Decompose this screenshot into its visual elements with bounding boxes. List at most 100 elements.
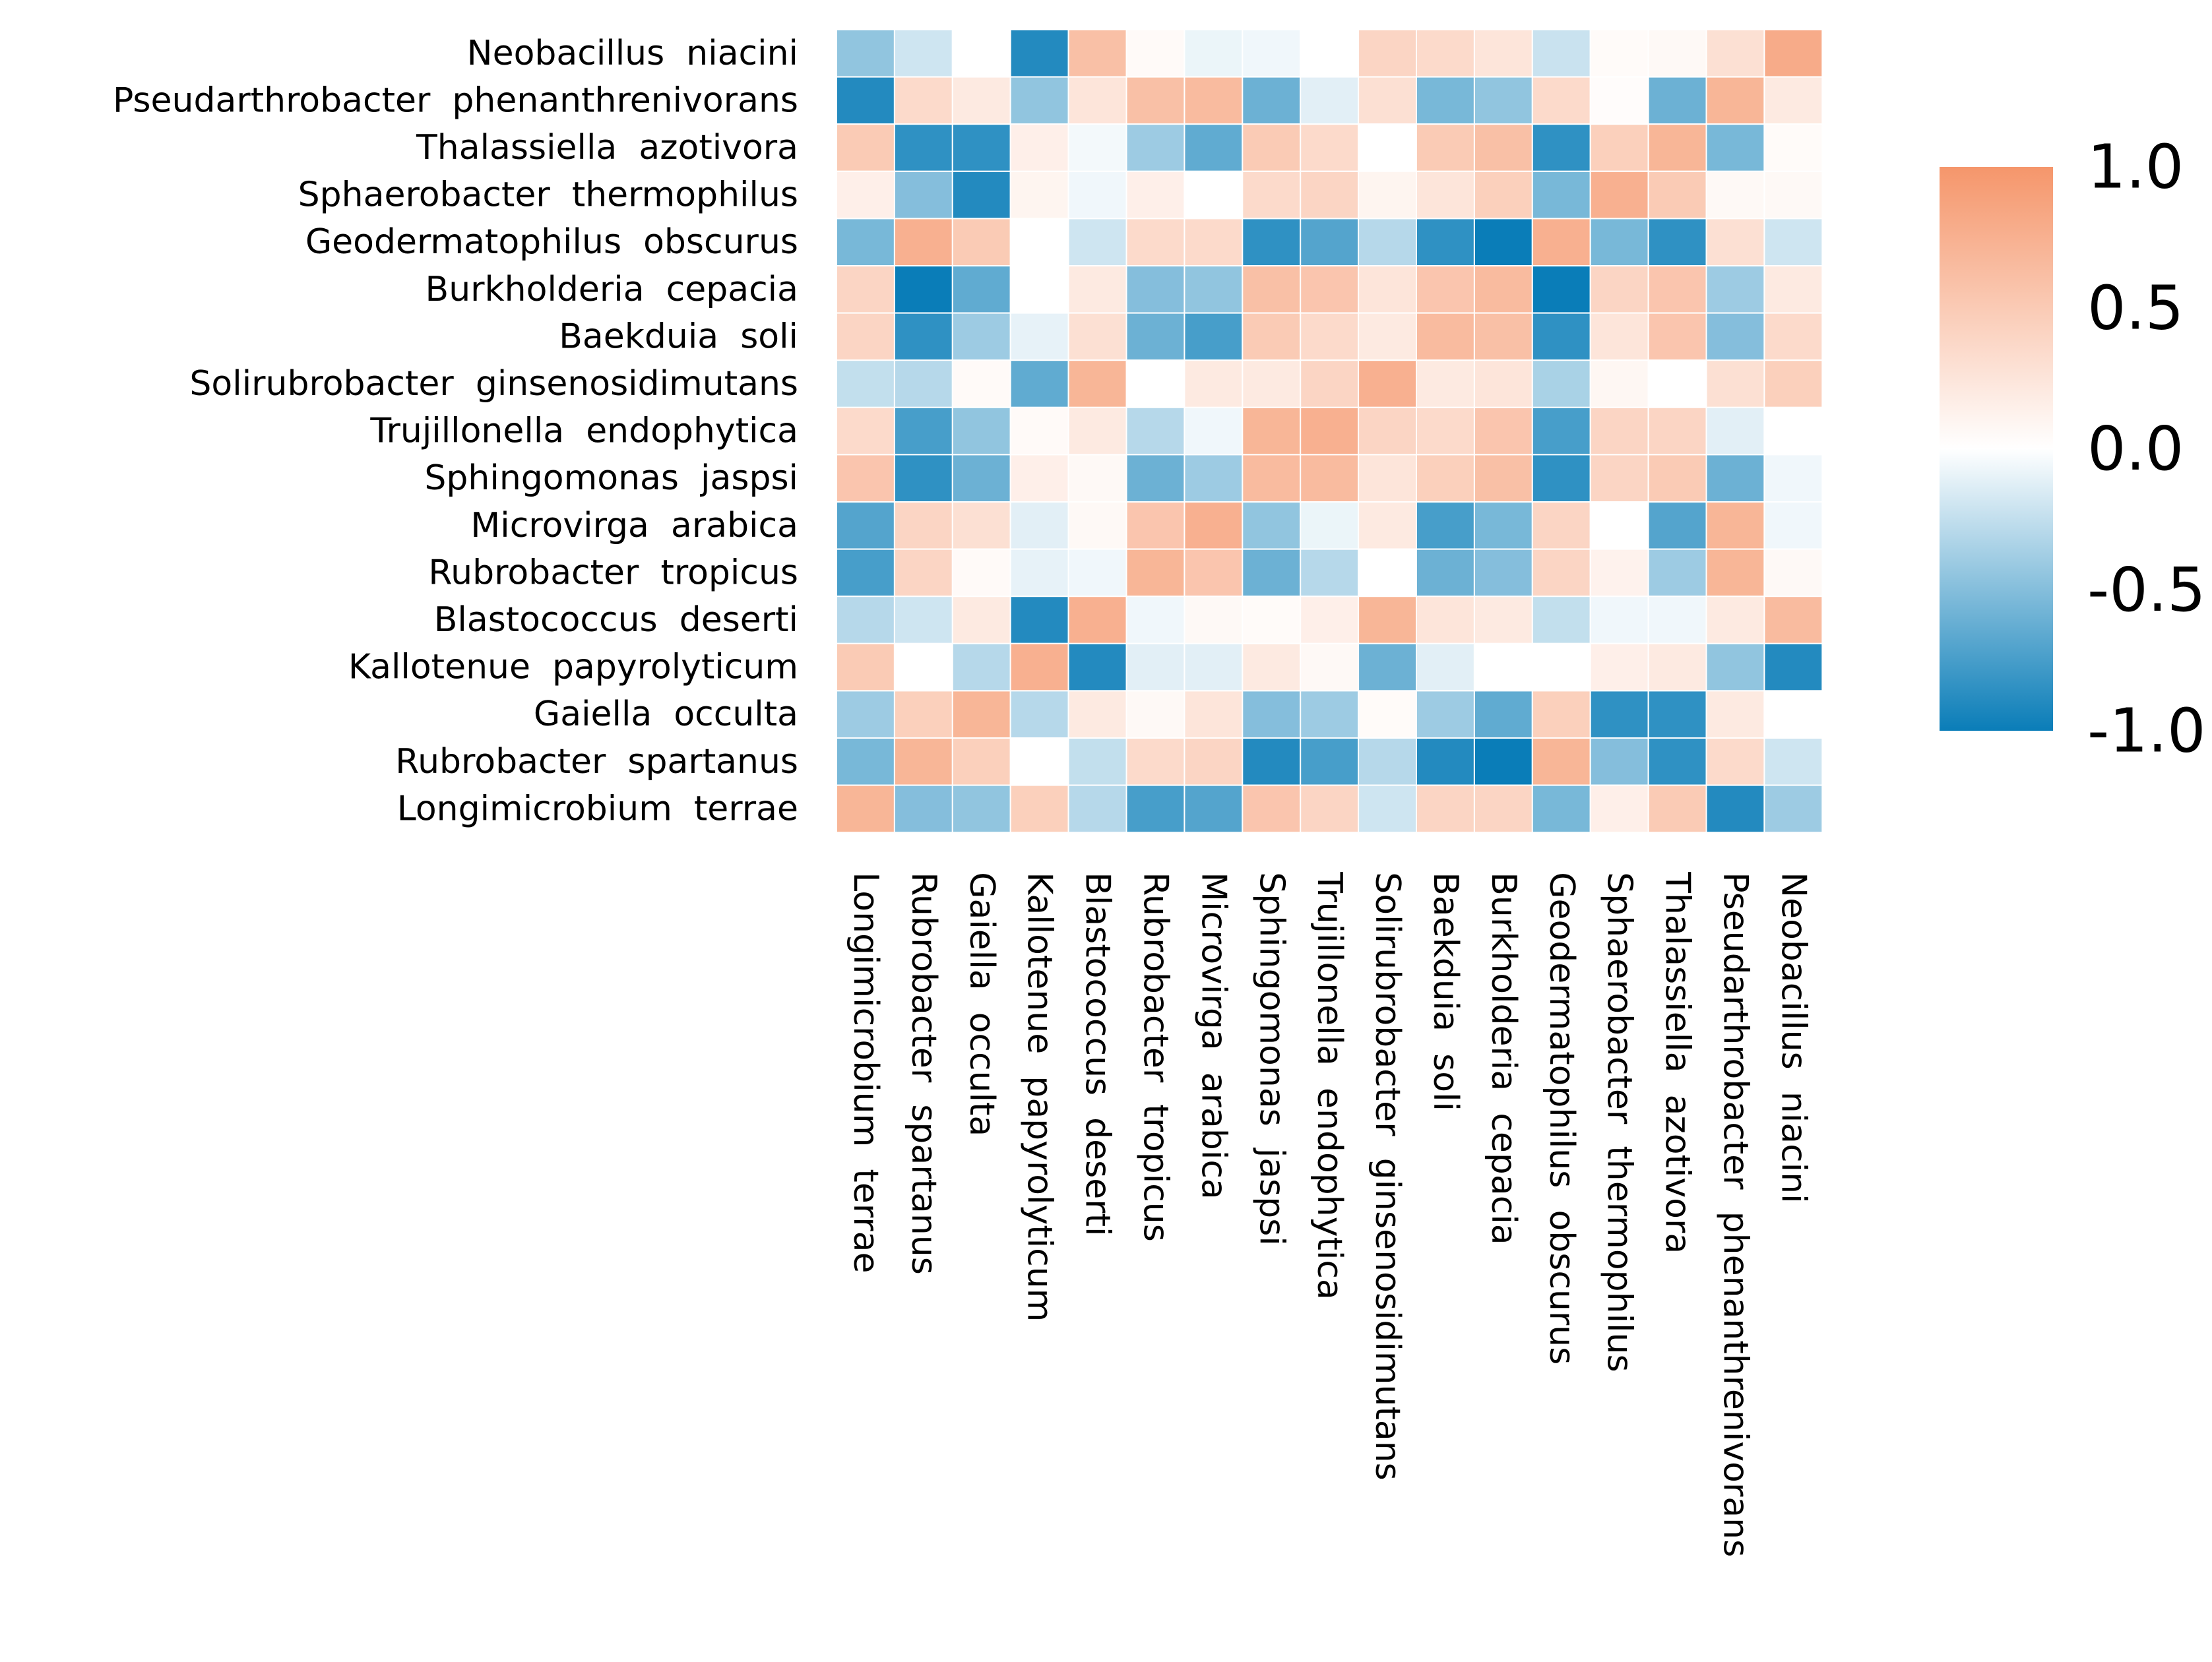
heatmap-cell [1067,784,1127,834]
heatmap-cell [1473,123,1533,172]
heatmap-cell [1416,784,1475,834]
heatmap-cell [836,76,895,125]
heatmap-cell [836,690,895,739]
heatmap-cell [1763,737,1823,786]
heatmap-cell [1184,454,1244,503]
heatmap-cell [1763,170,1823,220]
heatmap-cell [1067,548,1127,598]
heatmap-cell [1705,123,1765,172]
heatmap-cell [951,123,1011,172]
heatmap-cell [1416,596,1475,644]
heatmap-cell [1531,548,1591,598]
row-label: Gaiella occulta [534,694,798,734]
heatmap-cell [893,454,953,503]
heatmap-cell [1067,596,1127,644]
heatmap-cell [1242,123,1302,172]
heatmap-cell [1067,690,1127,739]
heatmap-cell [1067,642,1127,692]
heatmap-cell [1705,76,1765,125]
heatmap-cell [1473,690,1533,739]
heatmap-cell [1358,737,1418,786]
heatmap-cell [1009,312,1069,361]
heatmap-cell [1763,29,1823,78]
heatmap-cell [1358,690,1418,739]
heatmap-cell [1184,737,1244,786]
heatmap-cell [1589,406,1649,456]
heatmap-cell [1589,690,1649,739]
heatmap-cell [1184,642,1244,692]
heatmap-cell [1589,76,1649,125]
heatmap-cell [1473,359,1533,408]
heatmap-cell [1242,737,1302,786]
heatmap-cell [1358,29,1418,78]
colorbar-tick-label: 1.0 [2087,132,2184,202]
heatmap-cell [1416,690,1475,739]
heatmap-cell [836,123,895,172]
heatmap-cell [951,784,1011,834]
heatmap-cell [1358,454,1418,503]
column-label: Kallotenue papyrolyticum [1020,872,1059,1322]
heatmap-cell [1125,596,1185,644]
heatmap-cell [1647,784,1707,834]
heatmap-cell [1531,501,1591,550]
heatmap-cell [1647,76,1707,125]
heatmap-cell [1416,548,1475,598]
heatmap-cell [1125,642,1185,692]
heatmap-cell [1242,690,1302,739]
heatmap-cell [1705,690,1765,739]
heatmap-cell [1358,548,1418,598]
heatmap-cell [1009,784,1069,834]
heatmap-cell [1473,642,1533,692]
heatmap-cell [951,501,1011,550]
heatmap-cell [1125,265,1185,314]
heatmap-cell [1009,218,1069,266]
heatmap-cell [951,596,1011,644]
column-label: Pseudarthrobacter phenanthrenivorans [1715,872,1755,1557]
heatmap-cell [1184,123,1244,172]
heatmap-cell [1358,123,1418,172]
heatmap-cell [1125,76,1185,125]
heatmap-cell [1300,784,1360,834]
row-label: Sphaerobacter thermophilus [298,175,798,215]
heatmap-cell [951,642,1011,692]
heatmap-cell [1300,170,1360,220]
heatmap-cell [1647,359,1707,408]
heatmap-cell [1705,501,1765,550]
heatmap-cell [1067,218,1127,266]
heatmap-cell [951,170,1011,220]
column-label: Blastococcus deserti [1078,872,1118,1236]
row-label: Longimicrobium terrae [397,789,798,828]
colorbar-tick-label: 0.0 [2087,414,2184,484]
heatmap-cell [1184,218,1244,266]
heatmap-cell [1300,596,1360,644]
column-label: Trujillonella endophytica [1310,871,1349,1300]
heatmap-cell [1416,76,1475,125]
colorbar-tick-label: -0.5 [2087,555,2206,625]
heatmap-cell [1705,737,1765,786]
column-label: Thalassiella azotivora [1658,871,1697,1254]
heatmap-cell [1009,548,1069,598]
heatmap-cell [951,265,1011,314]
heatmap-cell [1184,596,1244,644]
heatmap-cell [1763,406,1823,456]
heatmap-cell [1705,265,1765,314]
column-labels: Longimicrobium terrae Rubrobacter spartan… [846,871,1813,1557]
heatmap-cell [1009,406,1069,456]
heatmap-cell [1473,596,1533,644]
heatmap-cell [1009,29,1069,78]
heatmap-cell [1242,501,1302,550]
heatmap-cell [1416,642,1475,692]
heatmap-cell [1242,359,1302,408]
colorbar-tick-label: -1.0 [2087,696,2206,766]
heatmap-cell [1763,548,1823,598]
heatmap-cell [1763,642,1823,692]
column-label: Longimicrobium terrae [846,872,885,1273]
heatmap-cell [1531,642,1591,692]
heatmap-cell [1763,218,1823,266]
heatmap-cell [1009,123,1069,172]
heatmap-cell [1009,642,1069,692]
heatmap-cell [1009,170,1069,220]
row-label: Baekduia soli [559,317,798,356]
heatmap-cell [1531,265,1591,314]
